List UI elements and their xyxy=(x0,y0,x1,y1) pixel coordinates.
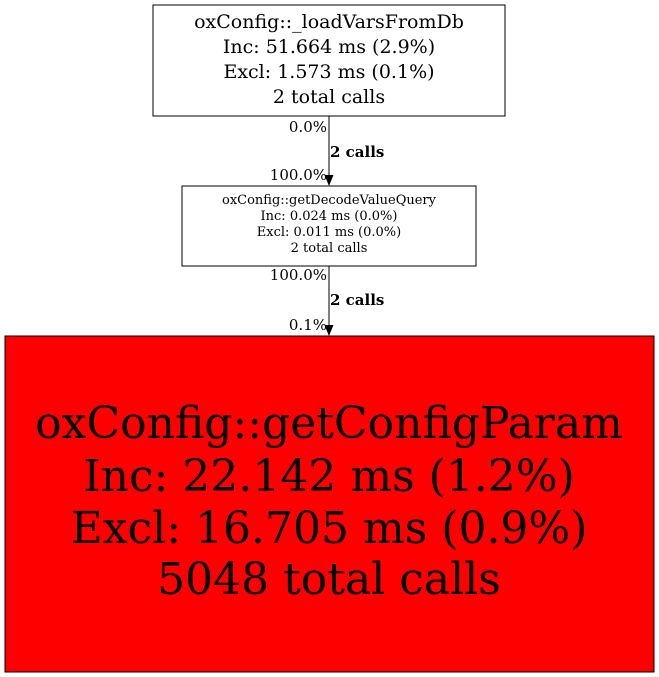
node-calls: 2 total calls xyxy=(273,86,385,108)
arrowhead-icon xyxy=(324,175,334,186)
edge-head-label: 100.0% xyxy=(270,166,327,184)
node-get-decode-value-query[interactable]: oxConfig::getDecodeValueQuery Inc: 0.024… xyxy=(181,185,477,267)
edge-label: 2 calls xyxy=(330,143,384,161)
edge-load-to-decode: 0.0% 2 calls 100.0% xyxy=(270,116,384,186)
node-calls: 2 total calls xyxy=(291,241,368,256)
edge-tail-label: 0.0% xyxy=(289,118,327,136)
node-title: oxConfig::getDecodeValueQuery xyxy=(222,193,437,208)
node-get-config-param[interactable]: oxConfig::getConfigParam Inc: 22.142 ms … xyxy=(4,335,655,673)
edge-label: 2 calls xyxy=(330,291,384,309)
node-exclusive: Excl: 1.573 ms (0.1%) xyxy=(223,61,434,83)
node-exclusive: Excl: 16.705 ms (0.9%) xyxy=(71,503,588,554)
edge-decode-to-config-param: 100.0% 2 calls 0.1% xyxy=(270,266,384,336)
node-calls: 5048 total calls xyxy=(157,554,501,605)
arrowhead-icon xyxy=(324,325,334,336)
node-exclusive: Excl: 0.011 ms (0.0%) xyxy=(257,225,401,240)
node-inclusive: Inc: 0.024 ms (0.0%) xyxy=(261,209,398,224)
node-inclusive: Inc: 22.142 ms (1.2%) xyxy=(83,451,575,502)
edge-tail-label: 100.0% xyxy=(270,266,327,284)
node-box xyxy=(152,4,506,117)
edge-head-label: 0.1% xyxy=(289,316,327,334)
node-title: oxConfig::getConfigParam xyxy=(35,398,623,449)
node-box xyxy=(181,185,477,267)
node-load-vars-from-db[interactable]: oxConfig::_loadVarsFromDb Inc: 51.664 ms… xyxy=(152,4,506,117)
node-title: oxConfig::_loadVarsFromDb xyxy=(194,11,464,33)
node-inclusive: Inc: 51.664 ms (2.9%) xyxy=(223,36,435,58)
node-box xyxy=(4,335,655,673)
